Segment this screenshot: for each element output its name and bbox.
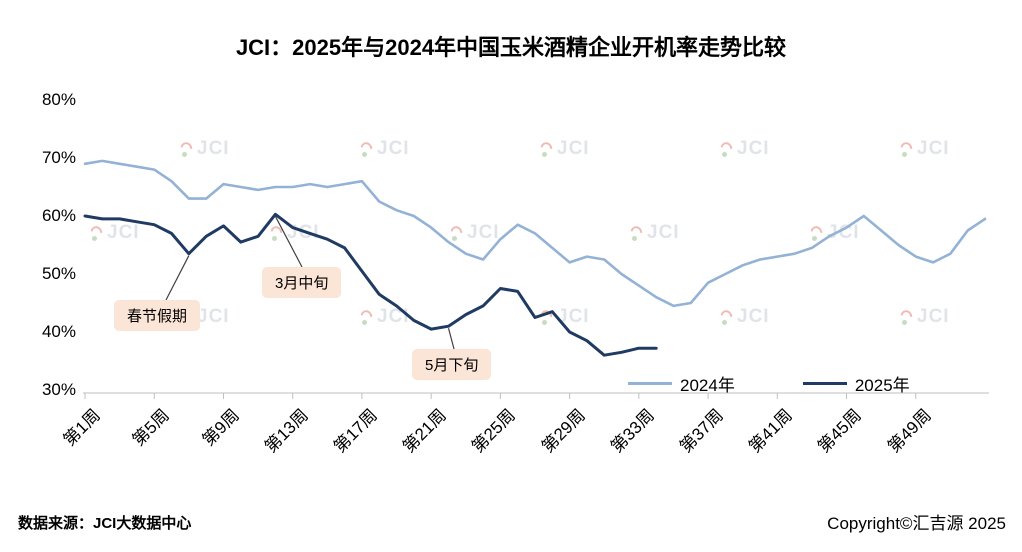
jci-logo-icon [718, 139, 735, 158]
legend-item-2025: 2025年 [802, 371, 910, 396]
legend-label-2025: 2025年 [854, 376, 910, 395]
legend-item-2024: 2024年 [628, 371, 735, 396]
legend-label-2024: 2024年 [680, 376, 735, 395]
jci-watermark: JCI [718, 306, 770, 328]
annotation-spring-festival: 春节假期 [114, 300, 201, 331]
jci-watermark: JCI [358, 138, 410, 160]
jci-logo-icon [88, 223, 105, 242]
series-line-2024年 [83, 159, 987, 308]
watermark-text: JCI [737, 138, 770, 159]
jci-logo-icon [358, 307, 375, 326]
jci-watermark: JCI [538, 138, 590, 160]
jci-logo-icon [898, 307, 915, 326]
watermark-text: JCI [917, 138, 950, 159]
y-axis-label: 60% [41, 206, 76, 225]
annotation-leader-line [447, 328, 455, 350]
legend-swatch-2025 [802, 382, 847, 385]
jci-logo-icon [178, 139, 195, 158]
jci-logo-icon [538, 307, 555, 326]
jci-logo-icon [448, 223, 465, 242]
jci-watermark: JCI [898, 306, 950, 328]
y-axis-label: 80% [41, 90, 76, 109]
jci-watermark: JCI [448, 222, 500, 244]
jci-watermark: JCI [718, 138, 770, 160]
watermark-text: JCI [647, 222, 680, 243]
annotation-leader-line [274, 216, 303, 268]
annotation-late-may: 5月下旬 [412, 349, 492, 380]
jci-watermark: JCI [898, 138, 950, 160]
jci-logo-icon [268, 223, 285, 242]
jci-logo-icon [808, 223, 825, 242]
watermark-text: JCI [197, 138, 230, 159]
jci-watermark: JCI [808, 222, 860, 244]
watermark-text: JCI [557, 306, 590, 327]
watermark-text: JCI [737, 306, 770, 327]
legend-swatch-2024 [628, 382, 672, 385]
jci-watermark: JCI [628, 222, 680, 244]
annotation-mid-march: 3月中旬 [262, 267, 342, 298]
watermark-text: JCI [917, 306, 950, 327]
watermark-text: JCI [197, 306, 230, 327]
jci-logo-icon [538, 139, 555, 158]
y-axis-label: 70% [41, 148, 76, 167]
watermark-text: JCI [557, 138, 590, 159]
jci-watermark: JCI [538, 306, 590, 328]
y-axis-label: 40% [41, 322, 76, 341]
watermark-text: JCI [467, 222, 500, 243]
y-axis-label: 30% [41, 380, 76, 399]
jci-logo-icon [718, 307, 735, 326]
chart-title: JCI：2025年与2024年中国玉米酒精企业开机率走势比较 [235, 35, 787, 60]
jci-watermark: JCI [88, 222, 140, 244]
annotation-leader-line [165, 255, 190, 301]
jci-watermark: JCI [178, 138, 230, 160]
watermark-text: JCI [377, 138, 410, 159]
y-axis-label: 50% [41, 264, 76, 283]
jci-logo-icon [358, 139, 375, 158]
series-line-2025年 [83, 212, 658, 357]
watermark-text: JCI [107, 222, 140, 243]
legend: 2024年 2025年 [628, 371, 910, 396]
jci-logo-icon [628, 223, 645, 242]
data-source-text: 数据来源：JCI大数据中心 [18, 515, 192, 532]
copyright-text: Copyright©汇吉源 2025 [827, 514, 1006, 533]
jci-logo-icon [898, 139, 915, 158]
watermark-text: JCI [827, 222, 860, 243]
